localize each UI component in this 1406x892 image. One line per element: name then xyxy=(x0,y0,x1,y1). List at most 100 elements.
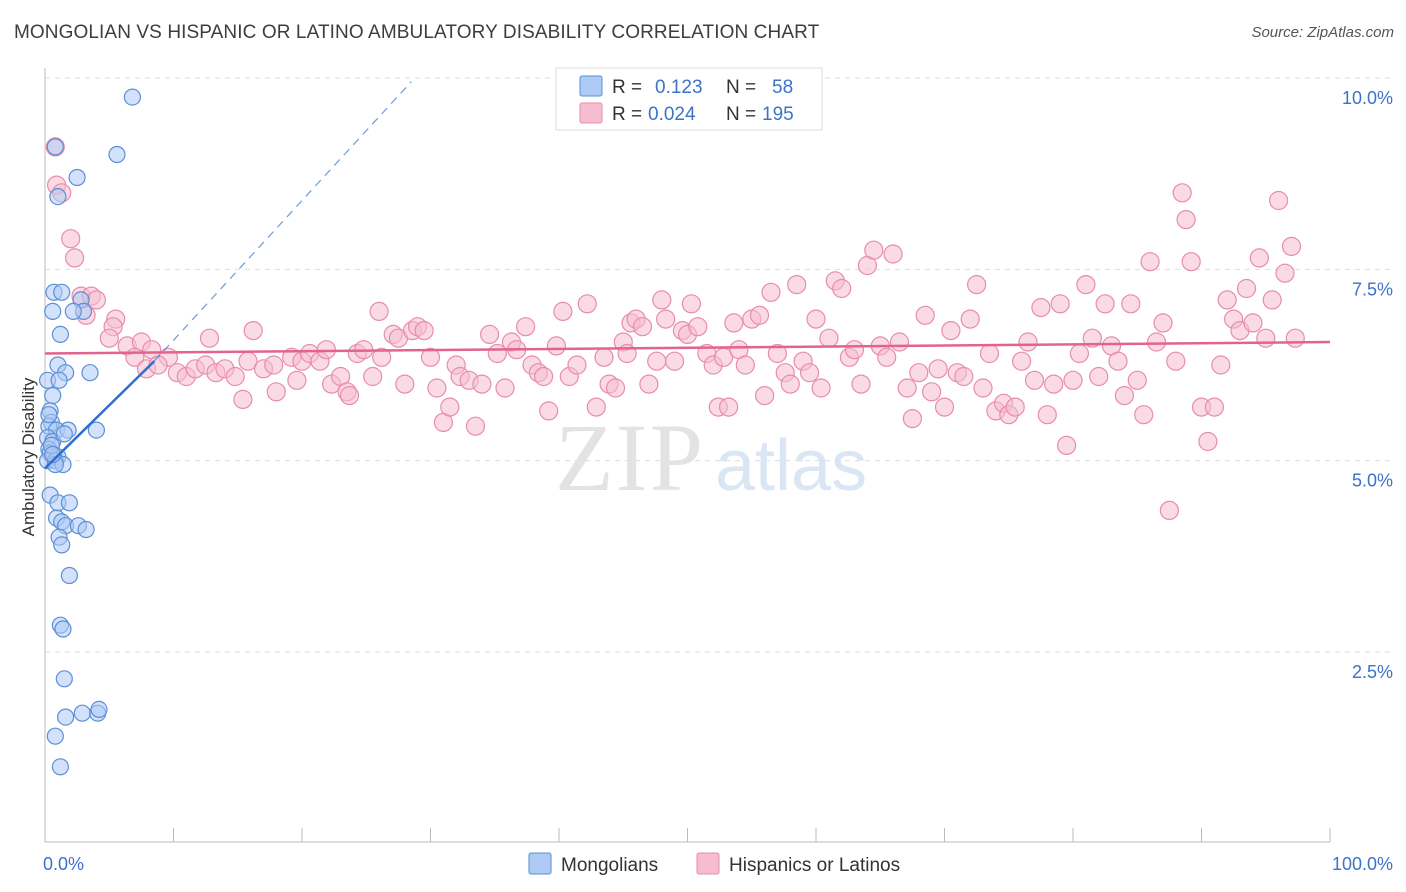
mongolian-point-54 xyxy=(40,406,58,424)
mongolian-point-56 xyxy=(64,302,82,320)
y-tick-label-0: 2.5% xyxy=(1352,662,1393,682)
hispanic-point-166 xyxy=(1140,252,1160,272)
hispanic-point-54 xyxy=(420,347,441,367)
hispanic-point-140 xyxy=(973,378,993,398)
hispanic-point-90 xyxy=(656,309,676,329)
hispanic-point-65 xyxy=(495,378,515,398)
hispanic-point-184 xyxy=(1256,328,1276,348)
mongolian-point-46 xyxy=(73,704,91,722)
hispanic-point-57 xyxy=(440,397,460,417)
hispanic-point-111 xyxy=(787,275,807,295)
hispanic-point-175 xyxy=(1198,431,1218,452)
hispanic-point-161 xyxy=(1108,351,1128,371)
hispanic-point-50 xyxy=(395,374,415,394)
trend-line-mongolians-extension xyxy=(153,81,412,362)
hispanic-point-127 xyxy=(889,332,910,352)
mongolian-point-40 xyxy=(53,536,71,554)
y-axis-label: Ambulatory Disability xyxy=(19,377,38,536)
mongolian-point-2 xyxy=(46,138,64,156)
hispanic-point-31 xyxy=(264,355,284,375)
x-tick-label-min: 0.0% xyxy=(43,854,84,874)
hispanic-point-157 xyxy=(1082,328,1102,348)
hispanic-point-77 xyxy=(577,294,597,314)
hispanic-point-46 xyxy=(369,301,389,321)
trend-line-hispanics xyxy=(44,340,1331,355)
hispanic-point-118 xyxy=(832,278,852,299)
trend-lines xyxy=(44,81,1331,470)
chart-source: Source: ZipAtlas.com xyxy=(1251,24,1394,41)
hispanic-point-162 xyxy=(1114,386,1135,406)
hispanic-point-135 xyxy=(941,321,961,341)
mongolian-point-13 xyxy=(81,364,99,382)
hispanic-point-138 xyxy=(960,309,980,329)
y-tick-label-2: 7.5% xyxy=(1352,279,1393,299)
hispanic-point-26 xyxy=(199,328,220,348)
hispanic-point-94 xyxy=(681,294,702,314)
hispanic-point-34 xyxy=(287,370,307,390)
stats-r-value-mongolians: 0.123 xyxy=(655,77,703,98)
hispanic-point-182 xyxy=(1243,313,1263,333)
stats-n-value-hispanics: 195 xyxy=(762,104,794,125)
hispanic-point-68 xyxy=(515,317,536,337)
hispanic-point-32 xyxy=(266,382,286,402)
hispanic-point-147 xyxy=(1018,332,1038,352)
hispanic-point-170 xyxy=(1166,351,1186,371)
y-tick-label-3: 10.0% xyxy=(1342,88,1393,108)
hispanic-point-133 xyxy=(928,359,948,379)
hispanic-point-115 xyxy=(811,378,831,398)
series-mongolians-points xyxy=(38,88,141,776)
hispanic-point-171 xyxy=(1172,183,1192,203)
hispanic-point-74 xyxy=(553,301,573,321)
hispanic-point-153 xyxy=(1056,435,1077,455)
hispanic-point-130 xyxy=(909,363,929,383)
hispanic-point-91 xyxy=(664,351,685,371)
hispanic-point-71 xyxy=(533,366,554,387)
hispanic-point-47 xyxy=(372,347,392,367)
hispanic-point-178 xyxy=(1217,290,1237,310)
hispanic-point-25 xyxy=(225,366,245,387)
hispanic-point-62 xyxy=(472,374,492,394)
hispanic-point-129 xyxy=(902,409,923,429)
mongolian-point-49 xyxy=(46,727,64,745)
mongolian-point-21 xyxy=(87,421,106,439)
hispanic-point-141 xyxy=(979,343,1000,364)
mongolian-point-1 xyxy=(108,145,126,164)
mongolian-point-45 xyxy=(56,708,75,726)
watermark-zip: ZIP xyxy=(555,404,705,511)
hispanic-point-120 xyxy=(844,340,865,360)
stats-r-value-hispanics: 0.024 xyxy=(648,104,696,125)
hispanic-point-137 xyxy=(954,366,974,387)
mongolian-point-15 xyxy=(44,387,62,405)
hispanic-point-72 xyxy=(539,401,559,421)
hispanic-point-183 xyxy=(1249,248,1269,268)
y-tick-label-1: 5.0% xyxy=(1352,471,1393,491)
chart-title: MONGOLIAN VS HISPANIC OR LATINO AMBULATO… xyxy=(14,22,820,43)
hispanic-point-3 xyxy=(61,229,81,249)
mongolian-point-44 xyxy=(55,670,73,688)
hispanic-point-165 xyxy=(1134,405,1154,425)
hispanic-point-145 xyxy=(1005,397,1025,417)
mongolian-point-43 xyxy=(54,620,72,638)
hispanic-point-177 xyxy=(1211,355,1231,375)
hispanic-point-168 xyxy=(1153,313,1173,333)
mongolian-point-50 xyxy=(51,758,70,776)
hispanic-point-63 xyxy=(480,324,500,344)
hispanic-point-164 xyxy=(1127,370,1147,390)
hispanic-point-185 xyxy=(1262,290,1282,310)
series-hispanics-points xyxy=(45,137,1305,520)
hispanic-point-76 xyxy=(567,355,587,375)
hispanic-point-116 xyxy=(819,328,839,348)
stats-n-label-mongolians: N = xyxy=(726,77,756,98)
hispanic-point-89 xyxy=(652,290,672,310)
legend-swatch-hispanics xyxy=(696,852,720,875)
hispanic-point-126 xyxy=(883,244,903,264)
mongolian-point-41 xyxy=(60,566,79,585)
mongolian-point-48 xyxy=(90,700,108,719)
hispanic-point-121 xyxy=(851,374,871,394)
axis-layer: 2.5% 5.0% 7.5% 10.0% xyxy=(44,68,1393,843)
hispanic-point-167 xyxy=(1146,332,1167,352)
legend-label-mongolians: Mongolians xyxy=(561,855,658,876)
hispanic-point-101 xyxy=(724,313,744,333)
hispanic-point-148 xyxy=(1024,370,1045,390)
